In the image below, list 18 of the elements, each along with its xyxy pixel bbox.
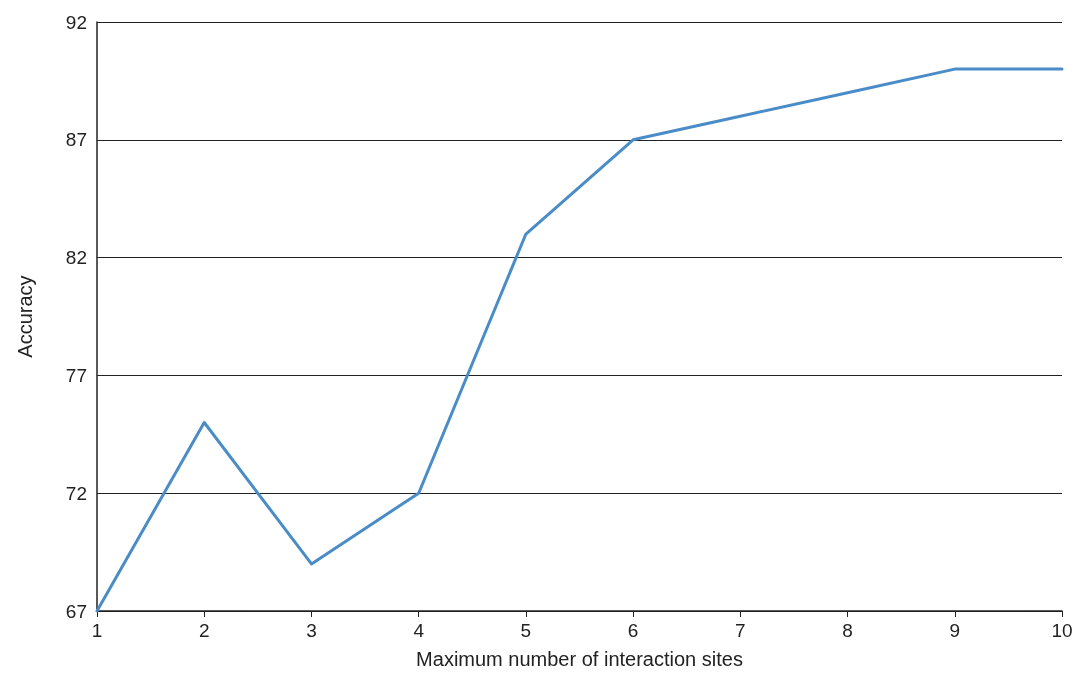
x-axis-title: Maximum number of interaction sites — [416, 648, 743, 670]
x-tick-label: 2 — [198, 620, 210, 641]
y-tick-label: 67 — [65, 600, 87, 622]
x-tick-label: 8 — [842, 620, 853, 641]
y-tick-label: 82 — [65, 247, 87, 269]
y-axis-title: Accuracy — [14, 275, 36, 358]
x-tick-label: 5 — [520, 620, 532, 641]
x-tick-label: 3 — [306, 620, 317, 641]
y-tick-label: 72 — [65, 482, 87, 504]
x-tick-label: 6 — [627, 620, 639, 641]
x-tick-label: 1 — [91, 620, 103, 641]
y-tick-label: 92 — [65, 11, 87, 33]
x-tick-label: 4 — [413, 620, 425, 641]
y-tick-label: 77 — [65, 364, 87, 386]
y-tick-label: 87 — [65, 129, 87, 151]
x-tick-label: 9 — [949, 620, 961, 641]
x-tick-label: 10 — [1051, 620, 1073, 641]
x-tick-label: 7 — [735, 620, 746, 641]
